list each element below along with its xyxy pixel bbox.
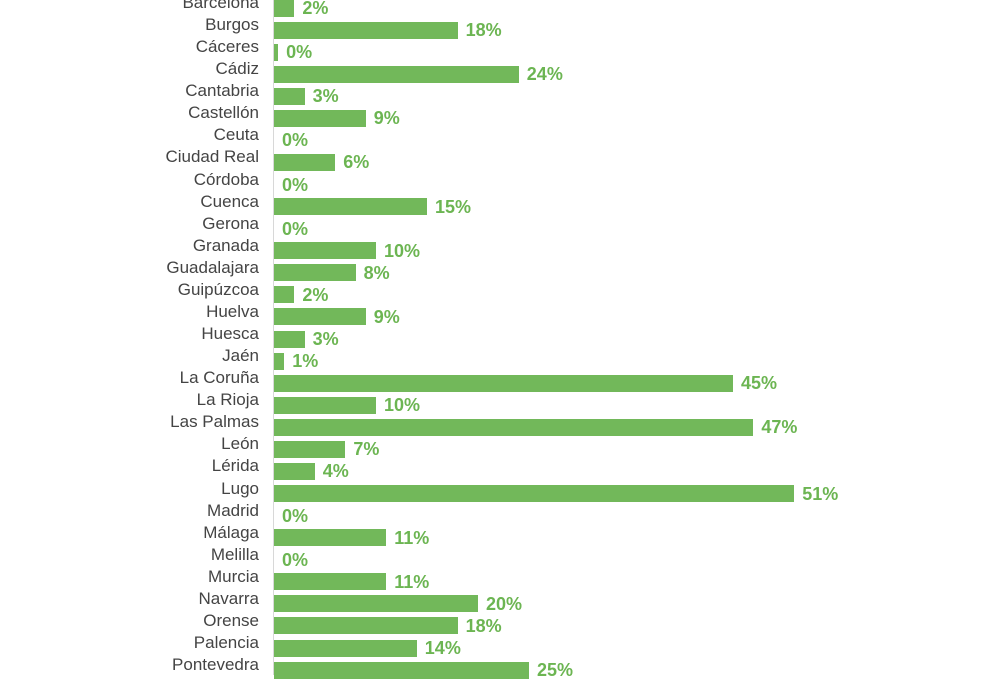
- category-label: La Rioja: [196, 390, 259, 410]
- data-label: 1%: [292, 351, 319, 372]
- bar: [274, 440, 346, 458]
- category-label: Orense: [203, 610, 259, 630]
- bar: [274, 595, 478, 613]
- data-label: 7%: [353, 439, 380, 460]
- category-label: Cuenca: [200, 191, 259, 211]
- data-label: 47%: [761, 417, 798, 438]
- category-label: Guipúzcoa: [177, 279, 259, 299]
- category-label: Lugo: [221, 478, 259, 498]
- category-label: Burgos: [205, 15, 259, 35]
- data-label: 18%: [465, 20, 502, 41]
- category-label: Cantabria: [185, 81, 259, 101]
- bar: [274, 617, 458, 635]
- data-label: 20%: [486, 593, 523, 614]
- data-label: 8%: [363, 262, 390, 283]
- data-label: 11%: [394, 571, 430, 592]
- data-label: 45%: [741, 373, 778, 394]
- data-label: 6%: [343, 152, 370, 173]
- bar: [274, 418, 754, 436]
- category-label: Navarra: [198, 588, 259, 608]
- category-label: Jaén: [222, 346, 259, 366]
- bar: [274, 352, 285, 370]
- category-label: León: [221, 434, 259, 454]
- data-label: 3%: [312, 86, 339, 107]
- bar: [274, 153, 336, 171]
- bar: [274, 87, 305, 105]
- category-label: Córdoba: [193, 169, 259, 189]
- category-label: Murcia: [207, 566, 259, 586]
- bar: [274, 308, 366, 326]
- category-label: Cáceres: [195, 37, 259, 57]
- category-label: Lérida: [211, 456, 259, 476]
- data-label: 9%: [373, 108, 400, 129]
- category-label: Melilla: [210, 544, 259, 564]
- data-label: 14%: [424, 638, 461, 659]
- bar: [274, 43, 279, 61]
- data-label: 15%: [435, 196, 472, 217]
- category-label: Guadalajara: [166, 257, 259, 277]
- data-label: 10%: [384, 240, 421, 261]
- bar: [274, 396, 376, 414]
- bar: [274, 65, 519, 83]
- category-axis-line: [273, 0, 274, 675]
- bar: [274, 21, 458, 39]
- data-label: 10%: [384, 395, 421, 416]
- data-label: 4%: [322, 461, 349, 482]
- bar: [274, 330, 305, 348]
- data-label: 0%: [282, 174, 309, 195]
- data-label: 0%: [282, 218, 309, 239]
- bar: [274, 374, 733, 392]
- bar: [274, 485, 795, 503]
- category-label: Ceuta: [213, 125, 259, 145]
- bar: [274, 462, 315, 480]
- bar: [274, 109, 366, 127]
- category-label: Castellón: [188, 103, 259, 123]
- data-label: 51%: [802, 483, 839, 504]
- bar: [274, 286, 295, 304]
- data-label: 11%: [394, 527, 430, 548]
- bar: [274, 242, 376, 260]
- category-label: Granada: [192, 235, 259, 255]
- category-label: Palencia: [193, 633, 259, 653]
- bar: [274, 529, 387, 547]
- data-label: 3%: [312, 329, 339, 350]
- category-label: Pontevedra: [172, 655, 259, 675]
- data-label: 18%: [465, 615, 502, 636]
- data-label: 0%: [286, 42, 313, 63]
- category-label: Huesca: [201, 324, 259, 344]
- category-label: Las Palmas: [170, 412, 259, 432]
- category-label: Madrid: [207, 500, 259, 520]
- bar: [274, 639, 417, 657]
- category-label: Ciudad Real: [165, 147, 259, 167]
- category-label: La Coruña: [179, 368, 259, 388]
- bar: [274, 198, 427, 216]
- category-label: Gerona: [202, 213, 259, 233]
- bar: [274, 573, 387, 591]
- data-label: 2%: [302, 0, 329, 18]
- data-label: 24%: [526, 64, 563, 85]
- data-label: 9%: [373, 306, 400, 327]
- category-label: Cádiz: [215, 59, 259, 79]
- data-label: 2%: [302, 284, 329, 305]
- category-label: Huelva: [206, 301, 259, 321]
- data-label: 0%: [282, 549, 309, 570]
- category-label: Barcelona: [182, 0, 259, 12]
- bar: [274, 264, 356, 282]
- data-label: 0%: [282, 505, 309, 526]
- bar: [274, 661, 529, 679]
- data-label: 25%: [537, 660, 574, 680]
- category-label: Málaga: [203, 522, 259, 542]
- data-label: 0%: [282, 130, 309, 151]
- bar: [274, 0, 295, 17]
